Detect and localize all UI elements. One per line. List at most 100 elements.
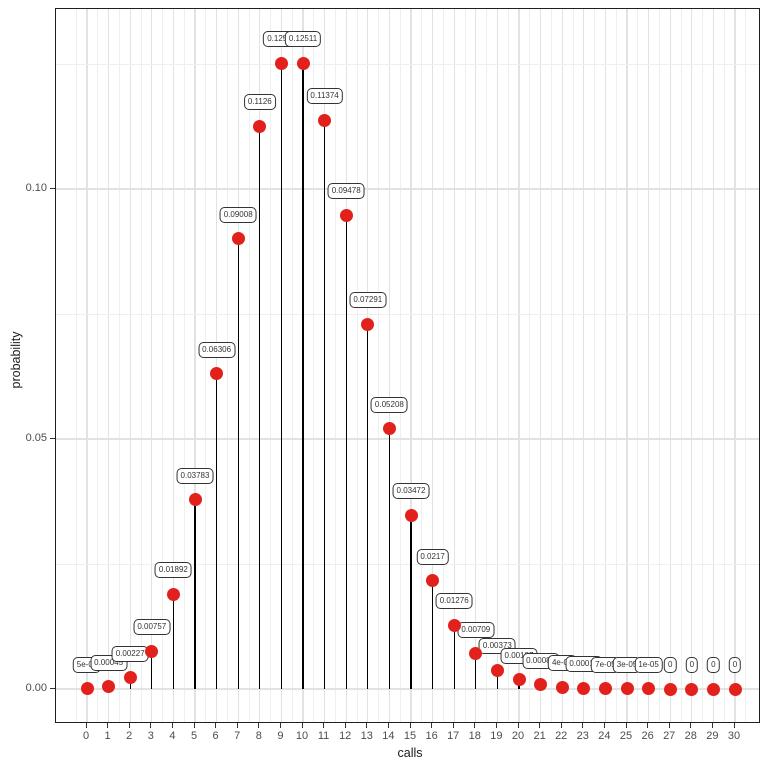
data-point	[728, 682, 742, 696]
data-point	[123, 671, 137, 685]
gridline-major-horizontal	[56, 188, 759, 190]
gridline-minor-horizontal	[56, 63, 759, 65]
point-label: 0.00757	[133, 619, 171, 636]
x-tick-label: 25	[619, 730, 633, 742]
data-point	[166, 587, 180, 601]
gridline-major-vertical	[669, 9, 671, 722]
data-point	[642, 682, 656, 696]
gridline-minor-vertical	[399, 9, 401, 722]
stem-line	[410, 515, 412, 689]
x-tick-mark	[495, 723, 497, 728]
gridline-minor-vertical	[270, 9, 272, 722]
x-tick-label: 12	[339, 730, 352, 742]
x-tick-mark	[409, 723, 411, 728]
y-tick-mark	[50, 687, 55, 689]
point-label: 0.12511	[284, 31, 322, 48]
data-point	[318, 113, 332, 127]
data-point	[685, 682, 699, 696]
data-point	[274, 56, 288, 70]
y-tick-mark	[50, 187, 55, 189]
point-label: 0.1126	[243, 94, 276, 110]
point-label: 0.11374	[306, 88, 343, 105]
point-label: 0.07291	[349, 292, 387, 309]
x-tick-label: 18	[468, 730, 481, 742]
x-tick-label: 0	[82, 730, 90, 742]
gridline-minor-vertical	[75, 9, 77, 722]
x-tick-label: 29	[706, 730, 719, 742]
x-tick-mark	[625, 723, 627, 728]
x-tick-mark	[193, 723, 195, 728]
point-label: 0.06306	[198, 341, 236, 358]
gridline-major-vertical	[583, 9, 585, 722]
gridline-major-vertical	[604, 9, 607, 722]
point-label: 0.09478	[327, 183, 365, 200]
gridline-minor-vertical	[745, 9, 747, 722]
x-tick-label: 5	[190, 730, 198, 742]
point-label: 0.03472	[392, 483, 430, 500]
stem-line	[151, 651, 153, 689]
gridline-major-vertical	[561, 9, 563, 722]
gridline-minor-vertical	[702, 9, 704, 722]
stem-line	[367, 324, 369, 689]
x-tick-mark	[258, 723, 260, 728]
x-tick-mark	[279, 723, 281, 728]
x-tick-mark	[668, 723, 670, 728]
gridline-major-vertical	[107, 9, 110, 722]
point-label: 0.09008	[219, 206, 257, 223]
x-tick-label: 21	[533, 730, 546, 742]
point-label: 0.01892	[154, 562, 192, 579]
data-point	[296, 56, 310, 70]
x-tick-mark	[150, 723, 152, 728]
gridline-minor-vertical	[486, 9, 488, 722]
gridline-minor-vertical	[183, 9, 185, 722]
gridline-minor-vertical	[291, 9, 293, 722]
data-point	[102, 680, 116, 694]
gridline-major-vertical	[647, 9, 650, 722]
y-tick-mark	[50, 437, 55, 439]
gridline-minor-vertical	[442, 9, 444, 722]
gridline-major-vertical	[86, 9, 88, 722]
x-tick-mark	[431, 723, 433, 728]
data-point	[361, 317, 375, 331]
x-tick-mark	[128, 723, 130, 728]
x-tick-label: 27	[663, 730, 676, 742]
data-point	[210, 367, 224, 381]
x-tick-label: 16	[425, 730, 438, 742]
gridline-minor-vertical	[334, 9, 336, 722]
data-point	[188, 493, 202, 507]
stem-line	[259, 126, 261, 689]
data-point	[145, 644, 159, 658]
data-point	[447, 618, 461, 632]
x-tick-mark	[517, 723, 519, 728]
gridline-major-vertical	[151, 9, 153, 722]
gridline-major-vertical	[518, 9, 520, 722]
x-tick-mark	[323, 723, 325, 728]
x-tick-label: 19	[490, 730, 503, 742]
x-tick-mark	[711, 723, 713, 728]
x-tick-label: 13	[360, 730, 373, 742]
gridline-major-vertical	[129, 9, 131, 722]
x-tick-mark	[603, 723, 605, 728]
x-tick-mark	[647, 723, 649, 728]
gridline-minor-vertical	[162, 9, 164, 722]
x-tick-label: 11	[317, 730, 330, 742]
x-tick-mark	[85, 723, 87, 728]
data-point	[253, 119, 267, 133]
gridline-minor-vertical	[594, 9, 596, 722]
x-tick-label: 17	[447, 730, 460, 742]
point-label: 0.05208	[370, 396, 408, 413]
gridline-major-vertical	[626, 9, 628, 722]
x-tick-mark	[215, 723, 217, 728]
data-point	[80, 682, 94, 696]
gridline-minor-vertical	[421, 9, 423, 722]
gridline-minor-vertical	[680, 9, 682, 722]
x-tick-label: 1	[104, 730, 111, 742]
x-tick-label: 14	[382, 730, 395, 742]
data-point	[555, 680, 569, 694]
y-axis-title: probability	[9, 331, 23, 389]
x-tick-label: 26	[641, 730, 654, 742]
x-tick-mark	[366, 723, 368, 728]
x-tick-label: 3	[147, 730, 154, 742]
data-point	[663, 682, 677, 696]
